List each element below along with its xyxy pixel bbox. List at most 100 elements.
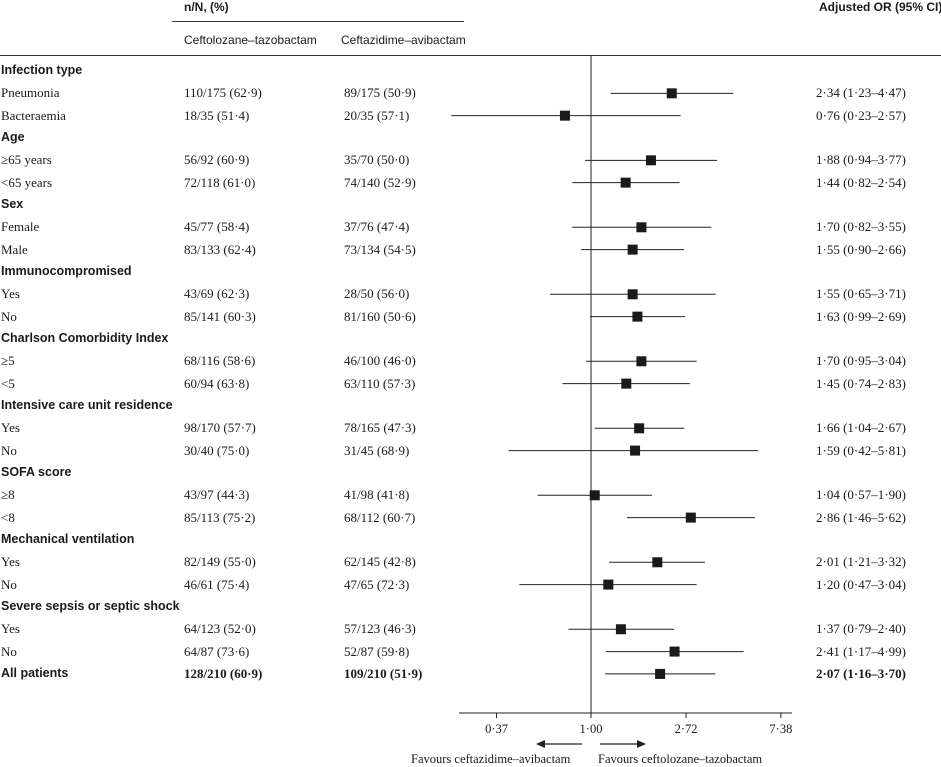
table-row: Female 45/77 (58·4) 37/76 (47·4) 1·70 (0·82… [0, 216, 941, 238]
group-header-row: Sex [0, 194, 941, 216]
x-tick-label: 2·72 [675, 722, 698, 736]
table-row: Yes 82/149 (55·0) 62/145 (42·8) 2·01 (1·21–… [0, 551, 941, 573]
ceftolozane-count: 83/133 (62·4) [184, 241, 256, 257]
table-row: No 46/61 (75·4) 47/65 (72·3) 1·20 (0·47–3·0… [0, 574, 941, 596]
ceftazidime-count: 109/210 (51·9) [344, 665, 423, 681]
x-tick-label: 0·37 [485, 722, 508, 736]
ceftazidime-count: 68/112 (60·7) [344, 509, 416, 525]
table-row: Pneumonia 110/175 (62·9) 89/175 (50·9) 2·34… [0, 82, 941, 104]
subgroup-label: All patients [1, 665, 69, 680]
or-point [627, 244, 638, 255]
ceftolozane-count: 98/170 (57·7) [184, 420, 256, 436]
adjusted-or-text: 1·55 (0·65–3·71) [816, 286, 906, 302]
table-row: Bacteraemia 18/35 (51·4) 20/35 (57·1) 0·76 … [0, 105, 941, 127]
group-header-row: Infection type [0, 60, 941, 82]
subgroup-label: ≥8 [1, 487, 15, 503]
adjusted-or-text: 1·88 (0·94–3·77) [816, 152, 906, 168]
subgroup-label: ≥65 years [1, 152, 52, 168]
favours-right-label: Favours ceftolozane–tazobactam [598, 752, 763, 766]
adjusted-or-text: 2·41 (1·17–4·99) [816, 643, 906, 659]
favours-left-label: Favours ceftazidime–avibactam [411, 752, 571, 766]
ceftolozane-count: 85/141 (60·3) [184, 308, 256, 324]
adjusted-or-text: 1·20 (0·47–3·04) [816, 576, 906, 592]
table-row: ≥8 43/97 (44·3) 41/98 (41·8) 1·04 (0·57–1·9… [0, 484, 941, 506]
group-header-row: Intensive care unit residence [0, 395, 941, 417]
adjusted-or-text: 2·34 (1·23–4·47) [816, 85, 906, 101]
or-point [615, 624, 626, 635]
ceftazidime-count: 89/175 (50·9) [344, 85, 416, 101]
adjusted-or-text: 1·63 (0·99–2·69) [816, 308, 906, 324]
group-label: Intensive care unit residence [1, 397, 173, 412]
adjusted-or-text: 1·70 (0·95–3·04) [816, 353, 906, 369]
ceftolozane-count: 64/123 (52·0) [184, 621, 256, 637]
or-point [630, 445, 641, 456]
table-top-rule [0, 55, 941, 56]
ceftazidime-count: 62/145 (42·8) [344, 554, 416, 570]
or-point [627, 289, 638, 300]
table-row: <5 60/94 (63·8) 63/110 (57·3) 1·45 (0·74–2·… [0, 373, 941, 395]
or-point [655, 668, 666, 679]
ceftolozane-count: 56/92 (60·9) [184, 152, 250, 168]
ceftolozane-count: 43/97 (44·3) [184, 487, 250, 503]
table-row: No 30/40 (75·0) 31/45 (68·9) 1·59 (0·42–5·8… [0, 440, 941, 462]
subgroup-label: No [1, 442, 17, 458]
ceftolozane-count: 46/61 (75·4) [184, 576, 250, 592]
ceftolozane-count: 85/113 (75·2) [184, 509, 256, 525]
ceftolozane-count: 82/149 (55·0) [184, 554, 256, 570]
ceftolozane-count: 110/175 (62·9) [184, 85, 262, 101]
ceftolozane-count: 60/94 (63·8) [184, 375, 250, 391]
group-label: Mechanical ventilation [1, 531, 135, 546]
ceftazidime-count: 28/50 (56·0) [344, 286, 410, 302]
table-row: All patients 128/210 (60·9) 109/210 (51·9)… [0, 663, 941, 685]
table-row: Yes 64/123 (52·0) 57/123 (46·3) 1·37 (0·79–… [0, 618, 941, 640]
ceftolozane-count: 30/40 (75·0) [184, 442, 250, 458]
left-arrowhead-icon [536, 740, 545, 748]
ceftazidime-count: 73/134 (54·5) [344, 241, 416, 257]
adjusted-or-text: 2·01 (1·21–3·32) [816, 554, 906, 570]
subgroup-label: ≥5 [1, 353, 15, 369]
table-row: <65 years 72/118 (61·0) 74/140 (52·9) 1·44 … [0, 172, 941, 194]
ceftazidime-count: 47/65 (72·3) [344, 576, 410, 592]
ceftazidime-count: 52/87 (59·8) [344, 643, 410, 659]
group-header-row: Age [0, 127, 941, 149]
group-header-row: Severe sepsis or septic shock [0, 596, 941, 618]
ceftolozane-count: 72/118 (61·0) [184, 174, 256, 190]
or-point [589, 490, 600, 501]
table-row: ≥65 years 56/92 (60·9) 35/70 (50·0) 1·88 (0… [0, 149, 941, 171]
group-label: Charlson Comorbidity Index [1, 330, 169, 345]
col-header-ceftolozane: Ceftolozane–tazobactam [184, 33, 317, 47]
adjusted-or-text: 1·45 (0·74–2·83) [816, 375, 906, 391]
ceftazidime-count: 20/35 (57·1) [344, 107, 410, 123]
or-point [645, 155, 656, 166]
subgroup-label: No [1, 643, 17, 659]
table-row: <8 85/113 (75·2) 68/112 (60·7) 2·86 (1·46–5… [0, 507, 941, 529]
group-header-row: SOFA score [0, 462, 941, 484]
subgroup-label: <5 [1, 375, 15, 391]
ceftazidime-count: 31/45 (68·9) [344, 442, 410, 458]
adjusted-or-text: 1·55 (0·90–2·66) [816, 241, 906, 257]
ceftazidime-count: 37/76 (47·4) [344, 219, 410, 235]
ceftolozane-count: 43/69 (62·3) [184, 286, 250, 302]
subgroup-label: No [1, 576, 17, 592]
ceftazidime-count: 41/98 (41·8) [344, 487, 410, 503]
x-tick-label: 1·00 [580, 722, 603, 736]
adjusted-or-text: 2·86 (1·46–5·62) [816, 509, 906, 525]
or-point [652, 557, 663, 568]
ceftazidime-count: 57/123 (46·3) [344, 621, 416, 637]
right-arrowhead-icon [637, 740, 646, 748]
or-header: Adjusted OR (95% CI) [819, 0, 941, 14]
subgroup-label: Yes [1, 621, 20, 637]
adjusted-or-text: 2·07 (1·16–3·70) [816, 665, 906, 681]
group-header-row: Mechanical ventilation [0, 529, 941, 551]
ceftazidime-count: 74/140 (52·9) [344, 174, 416, 190]
group-label: Sex [1, 196, 24, 211]
ceftazidime-count: 46/100 (46·0) [344, 353, 416, 369]
or-point [603, 579, 614, 590]
ceftolozane-count: 18/35 (51·4) [184, 107, 250, 123]
adjusted-or-text: 0·76 (0·23–2·57) [816, 107, 906, 123]
table-row: ≥5 68/116 (58·6) 46/100 (46·0) 1·70 (0·95–3… [0, 350, 941, 372]
or-point [685, 512, 696, 523]
ceftazidime-count: 35/70 (50·0) [344, 152, 410, 168]
subgroup-label: Yes [1, 554, 20, 570]
